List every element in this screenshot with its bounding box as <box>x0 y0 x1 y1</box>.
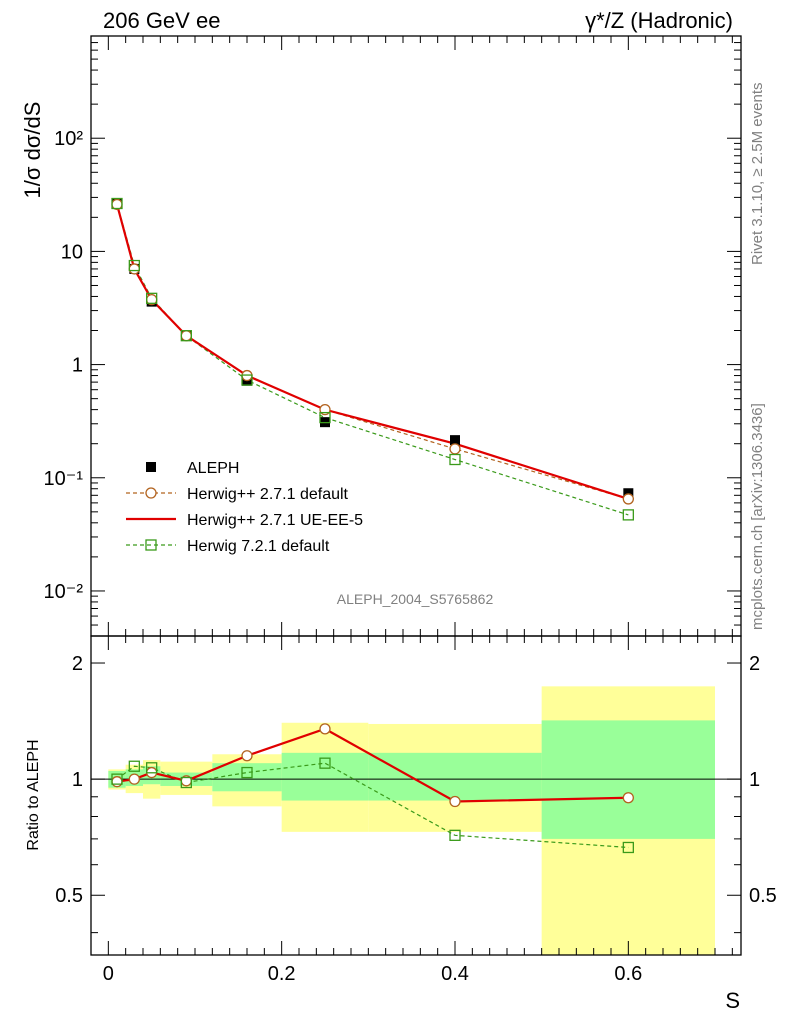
ratio-ylabel: Ratio to ALEPH <box>25 739 42 850</box>
ratio-y-tick-label-right: 2 <box>749 653 760 675</box>
ratio-y-tick-label-left: 2 <box>72 653 83 675</box>
y-tick-label: 1 <box>72 355 83 377</box>
ratio-plot: 0 0.2 0.4 0.6 0.5 0.5 1 1 2 2 <box>55 635 777 985</box>
x-tick-label: 0 <box>103 963 114 985</box>
legend: ALEPH Herwig++ 2.7.1 default Herwig++ 2.7.… <box>126 460 363 555</box>
main-ylabel: 1/σ dσ/dS <box>20 102 45 199</box>
herwig72-point <box>180 330 192 342</box>
legend-label: ALEPH <box>187 460 239 477</box>
main-plot: 10⁻² 10⁻¹ 1 10 10² <box>44 35 742 637</box>
x-tick-label: 0.6 <box>614 963 642 985</box>
ratio-band-inner <box>368 752 542 801</box>
ratio-herwig72-point <box>449 829 461 841</box>
ratio-herwig-default-point <box>319 723 331 735</box>
aleph-point <box>623 488 634 499</box>
herwig72-point <box>622 509 634 521</box>
herwig-default-point <box>128 263 140 275</box>
legend-marker-herwig-default <box>145 487 157 499</box>
ratio-herwig72-point <box>622 841 634 854</box>
aleph-point <box>450 435 460 446</box>
ratio-y-tick-label-right: 0.5 <box>749 885 777 907</box>
header-right: γ*/Z (Hadronic) <box>585 8 733 33</box>
y-tick-label: 10⁻¹ <box>44 468 84 490</box>
herwig-default-point <box>449 443 461 455</box>
mcplots-reference-text: mcplots.cern.ch [arXiv:1306.3436] <box>749 403 766 630</box>
legend-label: Herwig++ 2.7.1 UE-EE-5 <box>187 512 363 529</box>
y-tick-label: 10 <box>61 241 83 263</box>
y-tick-label: 10² <box>54 128 83 150</box>
header-left: 206 GeV ee <box>103 8 220 33</box>
herwig72-point <box>319 411 331 424</box>
analysis-id: ALEPH_2004_S5765862 <box>337 591 494 607</box>
herwig72-point <box>128 259 140 272</box>
legend-label: Herwig++ 2.7.1 default <box>187 486 349 503</box>
y-tick-label: 10⁻² <box>44 581 84 603</box>
ratio-y-tick-label-left: 0.5 <box>55 885 83 907</box>
ratio-herwig72-point <box>241 766 253 779</box>
herwig72-point <box>449 453 461 466</box>
xlabel: S <box>725 988 740 1013</box>
ratio-herwig-default-point <box>128 773 140 785</box>
legend-marker-herwig72 <box>145 539 157 551</box>
ratio-band-inner <box>541 720 715 839</box>
ratio-y-tick-label-left: 1 <box>72 769 83 791</box>
x-tick-label: 0.2 <box>268 963 296 985</box>
herwig-default-point <box>622 493 634 505</box>
ratio-herwig72-point <box>319 757 331 769</box>
ratio-herwig-default-point <box>111 776 123 788</box>
herwig-default-point <box>180 330 192 342</box>
legend-marker-aleph <box>146 462 156 472</box>
ratio-herwig72-point <box>180 776 192 789</box>
ratio-band-inner <box>281 752 369 801</box>
ratio-herwig-default-point <box>449 795 461 808</box>
herwig72-point <box>111 197 123 210</box>
ratio-herwig72-point <box>146 762 158 774</box>
ratio-line-herwig72 <box>116 762 629 849</box>
ratio-y-tick-label-right: 1 <box>749 769 760 791</box>
series-line-herwig-default <box>116 204 629 500</box>
legend-label: Herwig 7.2.1 default <box>187 538 330 555</box>
ratio-frame <box>90 635 742 956</box>
ratio-herwig72-point <box>111 773 123 785</box>
ratio-herwig-default-point <box>241 750 253 762</box>
ratio-herwig-default-point <box>622 792 634 804</box>
herwig72-point <box>146 292 158 304</box>
herwig72-point <box>241 374 253 386</box>
series-line-herwig-ueee5 <box>115 204 629 500</box>
rivet-version-text: Rivet 3.1.10, ≥ 2.5M events <box>749 83 766 266</box>
x-tick-label: 0.4 <box>441 963 469 985</box>
ratio-herwig72-point <box>128 760 140 772</box>
